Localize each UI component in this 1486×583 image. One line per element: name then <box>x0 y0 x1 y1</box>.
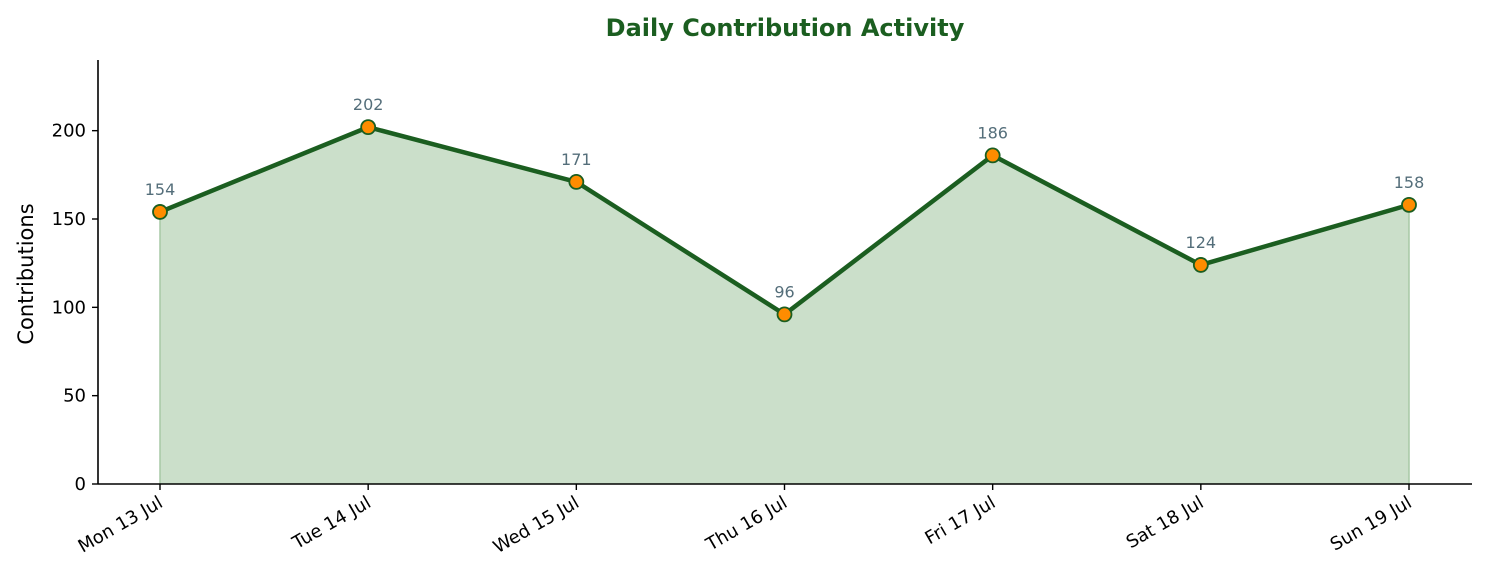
data-label: 154 <box>145 180 176 199</box>
data-label: 158 <box>1394 173 1425 192</box>
area-fill <box>160 127 1409 484</box>
data-label: 171 <box>561 150 592 169</box>
data-point <box>776 306 793 323</box>
y-tick-label: 100 <box>52 297 86 318</box>
data-point <box>568 173 585 190</box>
data-point <box>1401 196 1417 213</box>
data-point <box>360 119 377 136</box>
x-tick-label: Wed 15 Jul <box>490 492 583 558</box>
x-tick-label: Thu 16 Jul <box>702 492 791 556</box>
data-label: 202 <box>353 95 384 114</box>
plot-area: 0 50 100 150 200 Mon 13 Jul Tue 14 Jul Wed 15 J… <box>52 60 1472 558</box>
data-label: 186 <box>977 123 1008 142</box>
x-tick-label: Mon 13 Jul <box>75 492 167 557</box>
y-tick-label: 150 <box>52 209 86 230</box>
x-tick-label: Tue 14 Jul <box>288 492 375 554</box>
data-point <box>1192 257 1209 273</box>
data-label: 96 <box>774 282 794 301</box>
y-tick-label: 0 <box>75 474 86 495</box>
x-tick-label: Sat 18 Jul <box>1123 492 1208 553</box>
y-tick-label: 200 <box>52 121 86 142</box>
y-axis-label: Contributions <box>14 203 38 344</box>
y-tick-label: 50 <box>63 386 86 407</box>
chart-title: Daily Contribution Activity <box>606 14 965 42</box>
x-tick-label: Fri 17 Jul <box>922 492 1000 549</box>
x-tick-label: Sun 19 Jul <box>1327 492 1416 555</box>
data-point <box>984 147 1001 164</box>
data-point <box>152 204 168 220</box>
data-label: 124 <box>1186 233 1217 252</box>
